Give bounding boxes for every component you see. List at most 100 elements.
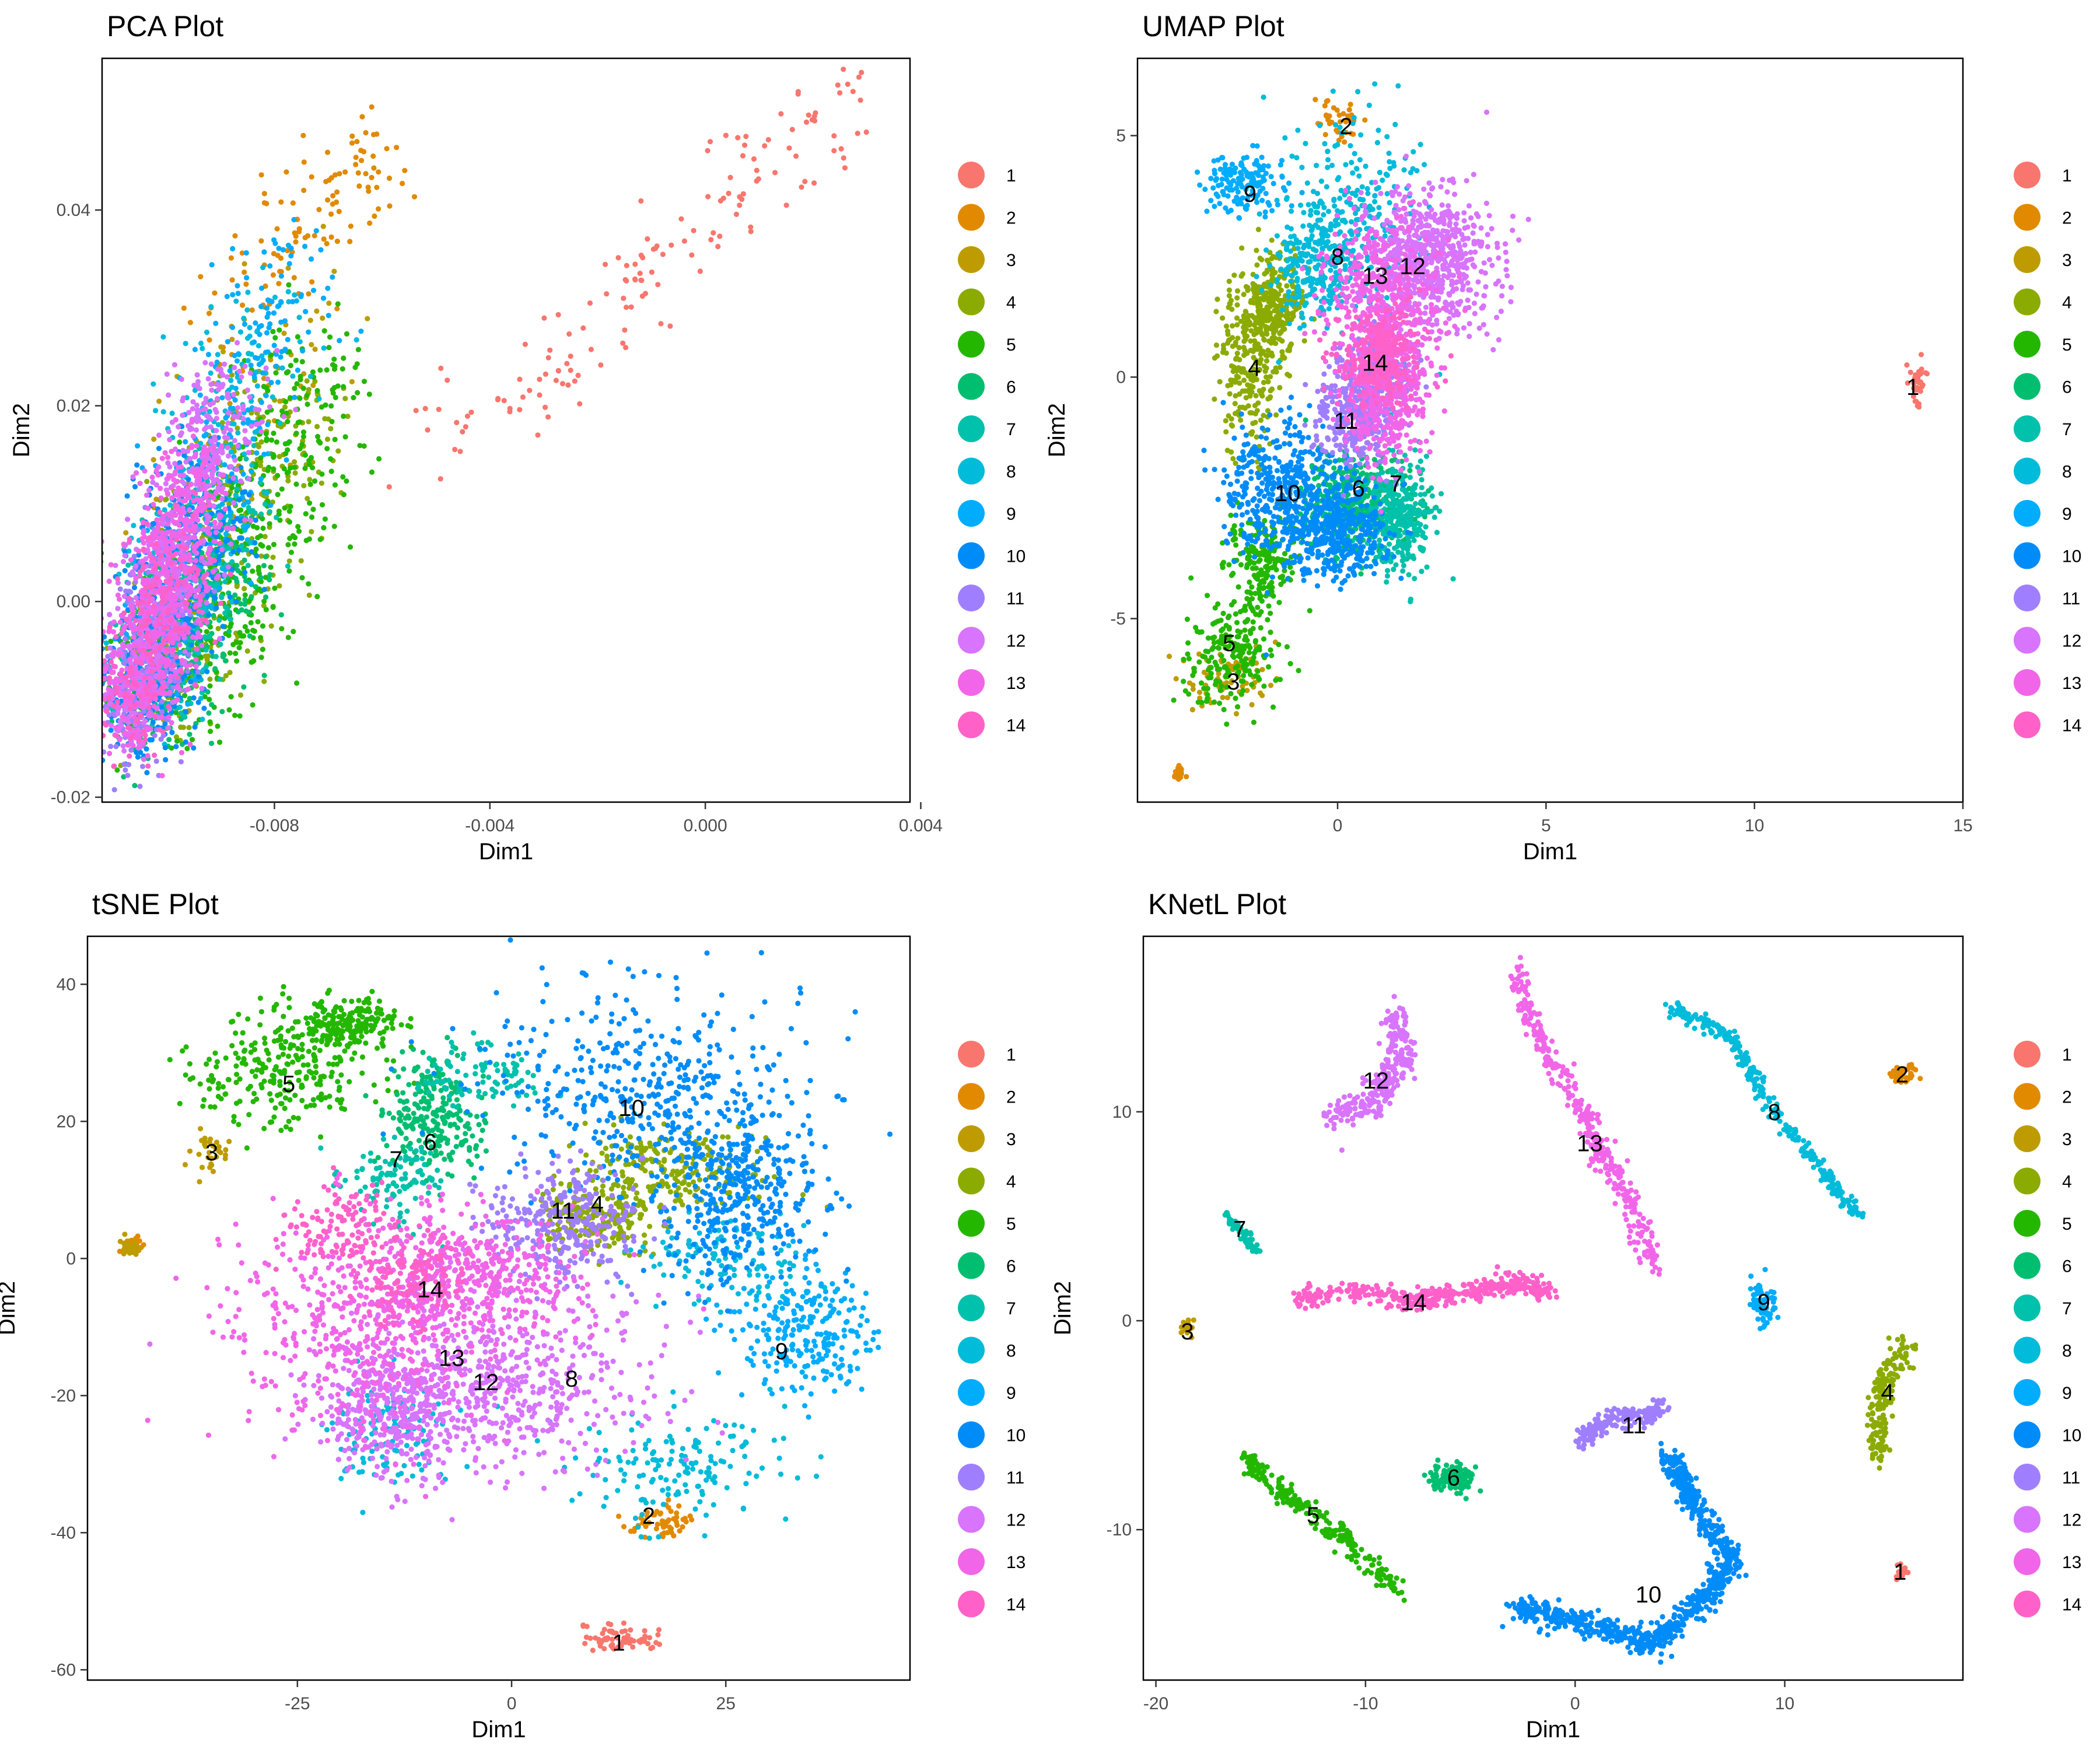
data-point — [123, 767, 128, 772]
data-point — [141, 757, 146, 762]
data-point — [121, 748, 127, 754]
data-point — [289, 550, 294, 555]
data-point — [96, 683, 101, 688]
data-point — [215, 485, 220, 491]
data-point — [321, 525, 326, 530]
data-point — [118, 620, 123, 625]
data-point — [414, 408, 419, 413]
data-point — [163, 579, 169, 584]
data-point — [235, 486, 240, 491]
data-point — [321, 296, 326, 301]
data-point — [281, 331, 286, 336]
data-point — [327, 334, 332, 340]
data-point — [278, 320, 284, 325]
data-point — [192, 534, 197, 540]
data-point — [209, 702, 214, 707]
data-point — [177, 642, 182, 648]
data-point — [154, 541, 159, 547]
data-point — [275, 492, 281, 497]
data-point — [319, 481, 324, 486]
data-point — [193, 657, 198, 662]
data-point — [337, 209, 342, 214]
data-point — [235, 516, 240, 522]
data-point — [174, 537, 179, 542]
data-point — [1348, 102, 1353, 107]
data-point — [131, 627, 136, 632]
data-point — [99, 639, 104, 644]
data-point — [335, 239, 340, 244]
data-point — [222, 462, 228, 467]
legend-label: 11 — [1006, 589, 1024, 608]
data-point — [214, 359, 219, 365]
data-point — [272, 335, 278, 340]
data-point — [159, 714, 164, 719]
data-point — [176, 424, 181, 429]
data-point — [242, 570, 247, 575]
data-point — [560, 381, 565, 386]
data-point — [850, 89, 856, 94]
data-point — [212, 589, 217, 594]
data-point — [76, 641, 82, 646]
data-point — [153, 408, 158, 413]
data-point — [151, 680, 156, 685]
data-point — [308, 374, 313, 379]
legend-key — [958, 162, 985, 188]
data-point — [214, 606, 219, 611]
data-point — [260, 647, 265, 652]
data-point — [92, 653, 97, 658]
data-point — [237, 369, 242, 374]
data-point — [495, 397, 501, 403]
data-point — [204, 330, 209, 335]
data-point — [244, 275, 249, 281]
data-point — [266, 311, 271, 316]
data-point — [254, 547, 259, 552]
data-point — [120, 715, 125, 720]
data-point — [49, 764, 54, 769]
data-point — [237, 645, 242, 650]
data-point — [240, 489, 245, 495]
data-point — [216, 626, 221, 631]
data-point — [165, 455, 170, 460]
data-point — [245, 335, 250, 341]
data-point — [96, 726, 101, 732]
data-point — [790, 127, 795, 132]
data-point — [211, 466, 216, 471]
data-point — [335, 449, 341, 454]
data-point — [90, 617, 95, 622]
data-point — [308, 482, 313, 487]
data-point — [169, 730, 174, 735]
data-point — [296, 529, 302, 534]
data-point — [137, 783, 142, 789]
data-point — [751, 156, 757, 162]
data-point — [260, 370, 265, 376]
data-point — [365, 316, 370, 321]
data-point — [134, 470, 139, 475]
panel-title: UMAP Plot — [1142, 10, 1284, 43]
data-point — [556, 368, 561, 373]
data-point — [192, 604, 198, 610]
data-point — [287, 519, 292, 524]
data-point — [796, 89, 801, 95]
data-point — [144, 691, 149, 697]
data-point — [144, 521, 149, 526]
data-point — [131, 649, 136, 655]
data-point — [229, 485, 235, 490]
data-point — [189, 419, 194, 425]
data-point — [320, 316, 325, 321]
data-point — [710, 230, 716, 236]
data-point — [232, 365, 237, 370]
data-point — [290, 373, 295, 379]
data-point — [182, 520, 187, 525]
data-point — [232, 233, 237, 239]
data-point — [436, 407, 442, 412]
data-point — [347, 239, 352, 244]
data-point — [304, 393, 310, 398]
data-point — [545, 414, 551, 419]
data-point — [85, 635, 90, 641]
data-point — [314, 228, 319, 233]
data-point — [130, 743, 135, 748]
data-point — [96, 724, 102, 729]
legend-label: 1 — [1006, 166, 1016, 186]
data-point — [137, 745, 142, 750]
data-point — [291, 217, 296, 222]
